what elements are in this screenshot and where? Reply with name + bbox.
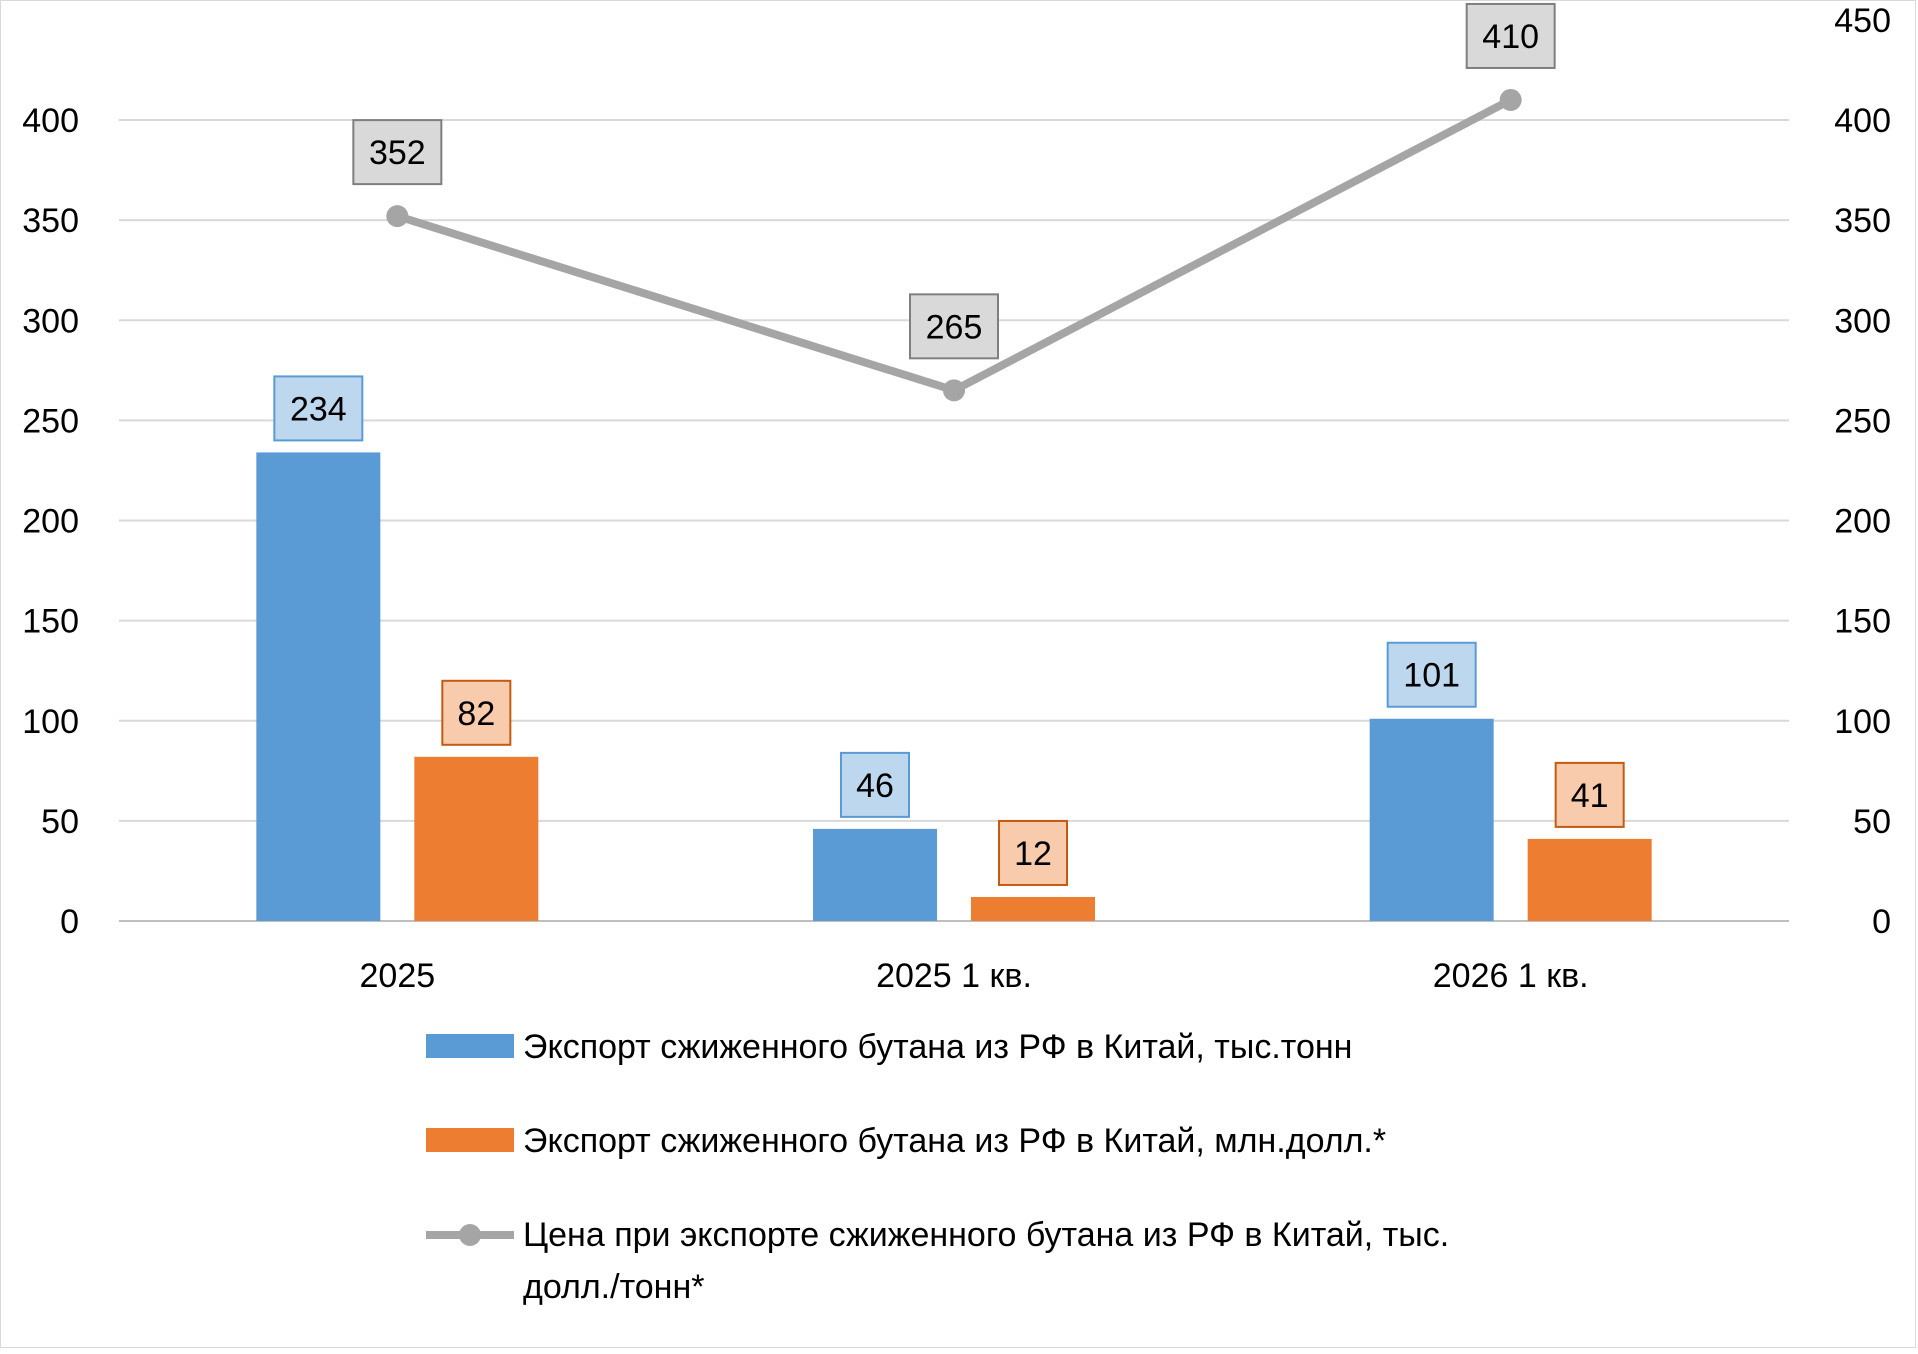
data-label: 234 [290,390,347,428]
data-label-box [909,293,999,360]
right-tick-label: 450 [1834,2,1891,40]
legend-label: долл./тонн* [523,1268,704,1306]
right-tick-label: 300 [1834,302,1891,340]
right-tick-label: 100 [1834,703,1891,741]
data-label-box [352,119,443,186]
right-axis: 0 50 100 150 200 250 300 350 400 450 [1834,2,1891,941]
category-axis: 2025 2025 1 кв. 2026 1 кв. [360,957,1589,995]
data-label: 410 [1482,18,1539,56]
data-labels: 234 46 101 82 12 41 352 265 410 [273,2,1625,886]
left-tick-label: 300 [22,302,79,340]
right-tick-label: 50 [1853,803,1891,841]
category-label: 2025 [360,957,436,995]
category-label: 2026 1 кв. [1433,957,1589,995]
data-label: 46 [856,767,894,805]
data-label: 41 [1571,777,1609,815]
right-tick-label: 200 [1834,503,1891,541]
data-label-box [998,819,1068,886]
data-label-box [840,751,910,818]
right-tick-label: 350 [1834,202,1891,240]
data-label-box [441,679,512,746]
legend-marker [459,1224,481,1246]
category-label: 2025 1 кв. [876,957,1032,995]
left-tick-label: 150 [22,603,79,641]
left-tick-label: 400 [22,102,79,140]
right-tick-label: 400 [1834,102,1891,140]
legend-swatch [426,1128,514,1152]
data-label-box [1386,641,1477,708]
bar [813,828,937,921]
left-tick-label: 0 [60,903,79,941]
bar [971,896,1095,921]
data-label: 12 [1014,835,1052,873]
bars [256,452,1652,921]
line-point [1499,88,1522,111]
left-tick-label: 100 [22,703,79,741]
bar [1369,718,1494,921]
left-tick-label: 200 [22,503,79,541]
line-series [386,88,1522,402]
data-label: 82 [457,695,495,733]
data-label: 101 [1403,657,1460,695]
left-tick-label: 50 [41,803,79,841]
line-point [943,379,965,402]
legend-label: Экспорт сжиженного бутана из РФ в Китай,… [523,1028,1352,1066]
legend-swatch [426,1034,514,1058]
right-tick-label: 250 [1834,402,1891,440]
left-axis: 0 50 100 150 200 250 300 350 400 [22,102,79,941]
legend: Экспорт сжиженного бутана из РФ в Китай,… [426,1028,1449,1306]
data-label-box [273,375,364,442]
left-tick-label: 250 [22,402,79,440]
gridlines [119,119,1789,922]
data-label: 265 [926,308,983,346]
legend-label: Цена при экспорте сжиженного бутана из Р… [523,1216,1449,1254]
right-tick-label: 150 [1834,603,1891,641]
right-tick-label: 0 [1872,903,1891,941]
bar [414,756,539,921]
data-label-box [1465,2,1556,69]
data-label: 352 [369,134,426,172]
legend-label: Экспорт сжиженного бутана из РФ в Китай,… [523,1122,1386,1160]
bar [1527,838,1652,921]
line-point [386,205,409,228]
left-tick-label: 350 [22,202,79,240]
bar [256,452,381,921]
data-label-box [1554,761,1625,828]
